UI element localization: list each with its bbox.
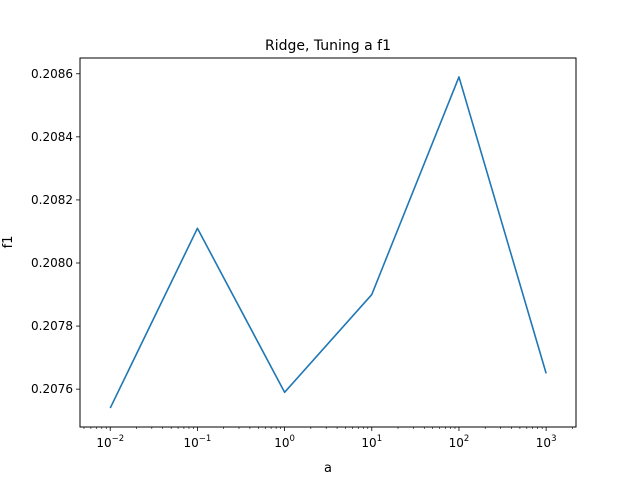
x-tick-label-exponent: −1: [199, 434, 212, 444]
x-tick-label-exponent: −2: [112, 434, 125, 444]
x-tick-label-exponent: 2: [464, 434, 469, 444]
y-tick-label: 0.2080: [31, 256, 73, 270]
y-tick-label: 0.2076: [31, 382, 73, 396]
y-axis-label: f1: [1, 236, 16, 249]
x-tick-label: 102: [449, 434, 470, 450]
plot-frame: [79, 57, 577, 428]
x-tick-label: 10−1: [184, 434, 212, 450]
series-line: [109, 76, 547, 409]
x-tick-label-exponent: 1: [377, 434, 382, 444]
x-tick-label-base: 10: [361, 436, 376, 450]
x-tick-label-base: 10: [184, 436, 199, 450]
x-tick-label-exponent: 0: [290, 434, 295, 444]
x-tick-label-base: 10: [274, 436, 289, 450]
x-tick-label-base: 10: [96, 436, 111, 450]
y-tick-label: 0.2078: [31, 319, 73, 333]
chart-title: Ridge, Tuning a f1: [265, 38, 391, 54]
y-tick-label: 0.2086: [31, 67, 73, 81]
x-tick-label: 103: [536, 434, 557, 450]
x-tick-label: 101: [361, 434, 382, 450]
x-tick-label: 100: [274, 434, 295, 450]
plot-area: 10−2 10−1 100 101 102 1030.20760.20780.20800.…: [31, 67, 573, 450]
y-tick-label: 0.2082: [31, 193, 73, 207]
x-tick-label-base: 10: [449, 436, 464, 450]
x-axis-label: a: [324, 461, 332, 476]
x-tick-label-exponent: 3: [551, 434, 556, 444]
x-tick-label: 10−2: [96, 434, 124, 450]
y-tick-label: 0.2084: [31, 130, 73, 144]
x-tick-label-base: 10: [536, 436, 551, 450]
